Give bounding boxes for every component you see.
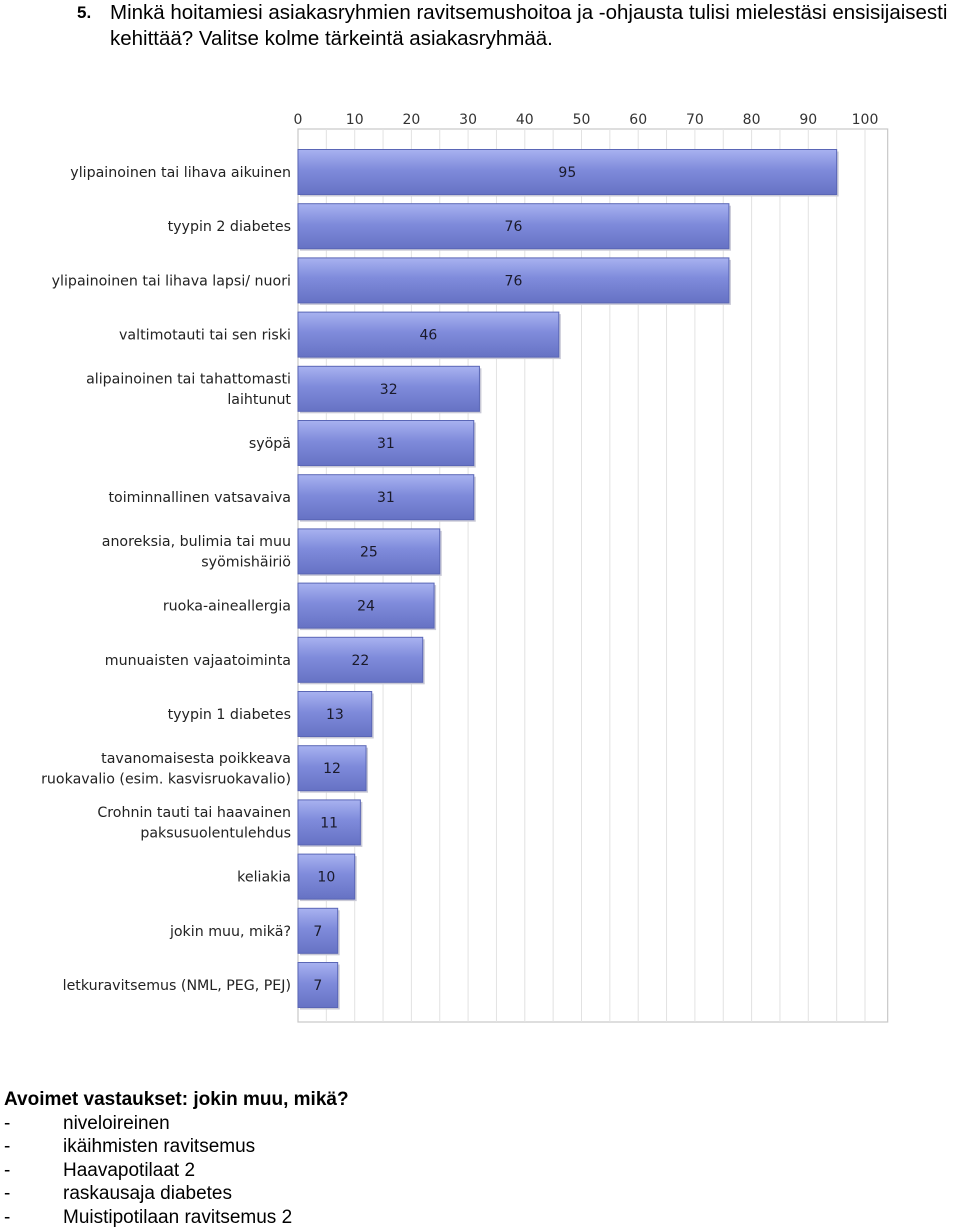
bar-value-label: 12 [323, 761, 341, 777]
category-label: paksusuolentulehdus [140, 826, 291, 842]
category-label: alipainoinen tai tahattomasti [86, 372, 291, 388]
bar-value-label: 25 [360, 544, 378, 560]
bar-value-label: 7 [313, 924, 322, 940]
list-item-text: niveloireinen [63, 1112, 170, 1136]
bar-value-label: 10 [317, 870, 335, 886]
bar-value-label: 31 [377, 436, 395, 452]
list-item-text: Haavapotilaat 2 [63, 1159, 195, 1183]
x-tick-label: 70 [686, 112, 704, 128]
category-label: ruokavalio (esim. kasvisruokavalio) [41, 771, 291, 787]
bar-value-label: 11 [320, 815, 338, 831]
category-labels: ylipainoinen tai lihava aikuinen tyypin 2… [41, 165, 291, 994]
category-label: anoreksia, bulimia tai muu [102, 534, 291, 550]
list-dash: - [4, 1135, 63, 1159]
list-dash: - [4, 1206, 63, 1229]
list-item-text: ikäihmisten ravitsemus [63, 1135, 255, 1159]
category-label: tyypin 2 diabetes [168, 219, 291, 235]
category-label: ylipainoinen tai lihava aikuinen [70, 165, 291, 181]
list-dash: - [4, 1112, 63, 1136]
question-number: 5. [77, 0, 91, 26]
x-tick-label: 30 [459, 112, 477, 128]
bar-value-label: 32 [380, 382, 398, 398]
category-label: laihtunut [227, 392, 291, 408]
list-item: -raskausaja diabetes [4, 1182, 904, 1206]
list-item-text: raskausaja diabetes [63, 1182, 232, 1206]
list-dash: - [4, 1182, 63, 1206]
x-tick-label: 90 [799, 112, 817, 128]
bar-value-label: 24 [357, 599, 375, 615]
question-text: Minkä hoitamiesi asiakasryhmien ravitsem… [110, 0, 960, 52]
bar-value-label: 76 [505, 219, 523, 235]
list-item: -Muistipotilaan ravitsemus 2 [4, 1206, 904, 1229]
x-tick-label: 100 [852, 112, 879, 128]
category-label: syöpä [249, 436, 291, 452]
x-tick-label: 50 [573, 112, 591, 128]
category-label: letkuravitsemus (NML, PEG, PEJ) [63, 978, 291, 994]
category-label: keliakia [237, 870, 291, 886]
bar-value-label: 7 [313, 978, 322, 994]
x-tick-label: 80 [743, 112, 761, 128]
category-label: ylipainoinen tai lihava lapsi/ nuori [52, 273, 291, 289]
category-label: tavanomaisesta poikkeava [101, 751, 291, 767]
x-tick-label: 40 [516, 112, 534, 128]
list-dash: - [4, 1159, 63, 1183]
category-label: valtimotauti tai sen riski [119, 328, 291, 344]
category-label: tyypin 1 diabetes [168, 707, 291, 723]
category-label: ruoka-aineallergia [163, 599, 291, 615]
list-item: -ikäihmisten ravitsemus [4, 1135, 904, 1159]
x-tick-label: 20 [402, 112, 420, 128]
open-answers-title: Avoimet vastaukset: jokin muu, mikä? [4, 1088, 904, 1112]
x-tick-label: 60 [629, 112, 647, 128]
bar-value-label: 31 [377, 490, 395, 506]
bar-chart: 0 10 20 30 40 50 60 70 80 90 100 ylipainoinen tai … [0, 95, 960, 1030]
x-axis-ticks: 0 10 20 30 40 50 60 70 80 90 100 [294, 112, 879, 128]
category-label: Crohnin tauti tai haavainen [97, 805, 291, 821]
x-tick-label: 10 [346, 112, 364, 128]
list-item-text: Muistipotilaan ravitsemus 2 [63, 1206, 292, 1229]
category-label: jokin muu, mikä? [169, 924, 291, 940]
list-item: -niveloireinen [4, 1112, 904, 1136]
x-tick-label: 0 [294, 112, 303, 128]
bar-value-label: 46 [419, 328, 437, 344]
category-label: munuaisten vajaatoiminta [105, 653, 291, 669]
category-label: toiminnallinen vatsavaiva [108, 490, 291, 506]
bar-value-label: 22 [351, 653, 369, 669]
list-item: -Haavapotilaat 2 [4, 1159, 904, 1183]
bar-value-label: 95 [558, 165, 576, 181]
open-answers: Avoimet vastaukset: jokin muu, mikä? -ni… [4, 1088, 904, 1229]
bar-value-label: 13 [326, 707, 344, 723]
category-label: syömishäiriö [201, 555, 291, 571]
bar-value-label: 76 [505, 273, 523, 289]
